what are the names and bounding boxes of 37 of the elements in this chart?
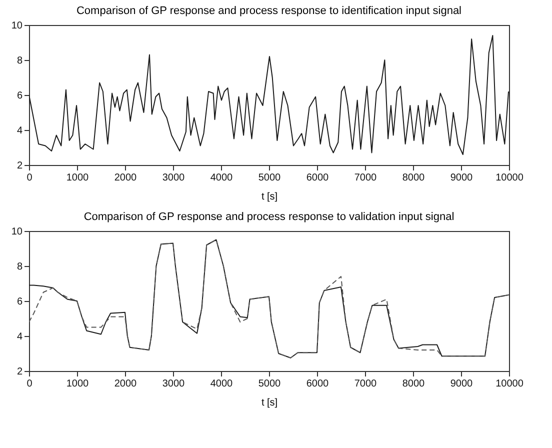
- x-tick-label: 3000: [162, 378, 186, 390]
- y-tick-label: 8: [16, 262, 23, 272]
- x-tick-label: 7000: [354, 172, 378, 184]
- chart-title: Comparison of GP response and process response to identification input signal: [76, 5, 462, 17]
- x-axis-title: t [s]: [261, 398, 278, 408]
- x-tick-label: 2000: [114, 172, 138, 184]
- y-tick-label: 4: [16, 126, 23, 136]
- y-tick-label: 6: [16, 296, 23, 308]
- x-tick-label: 2000: [114, 378, 138, 390]
- y-tick-label: 10: [11, 20, 23, 32]
- x-tick-label: 3000: [162, 172, 186, 184]
- x-tick-label: 4000: [210, 378, 234, 390]
- y-tick-label: 6: [16, 90, 23, 102]
- chart-title: Comparison of GP response and process response to validation input signal: [84, 211, 454, 223]
- x-tick-label: 10000: [496, 378, 524, 390]
- x-tick-label: 6000: [306, 378, 330, 390]
- x-tick-label: 1000: [66, 172, 90, 184]
- x-tick-label: 8000: [402, 172, 426, 184]
- line-series: [29, 35, 509, 155]
- x-tick-label: 6000: [306, 172, 330, 184]
- x-tick-label: 0: [26, 378, 33, 390]
- x-tick-label: 10000: [496, 172, 524, 184]
- x-tick-label: 0: [26, 172, 33, 184]
- x-tick-label: 7000: [354, 378, 378, 390]
- x-tick-label: 9000: [450, 378, 474, 390]
- x-tick-label: 1000: [66, 378, 90, 390]
- y-tick-label: 10: [11, 226, 23, 238]
- x-tick-label: 8000: [402, 378, 426, 390]
- x-axis-title: t [s]: [261, 192, 278, 202]
- x-tick-label: 5000: [258, 378, 282, 390]
- x-tick-label: 4000: [210, 172, 234, 184]
- y-tick-label: 2: [16, 366, 23, 378]
- x-tick-label: 5000: [258, 172, 282, 184]
- y-tick-label: 4: [16, 332, 23, 342]
- y-tick-label: 8: [16, 56, 23, 66]
- x-tick-label: 9000: [450, 172, 474, 184]
- y-tick-label: 2: [16, 160, 23, 172]
